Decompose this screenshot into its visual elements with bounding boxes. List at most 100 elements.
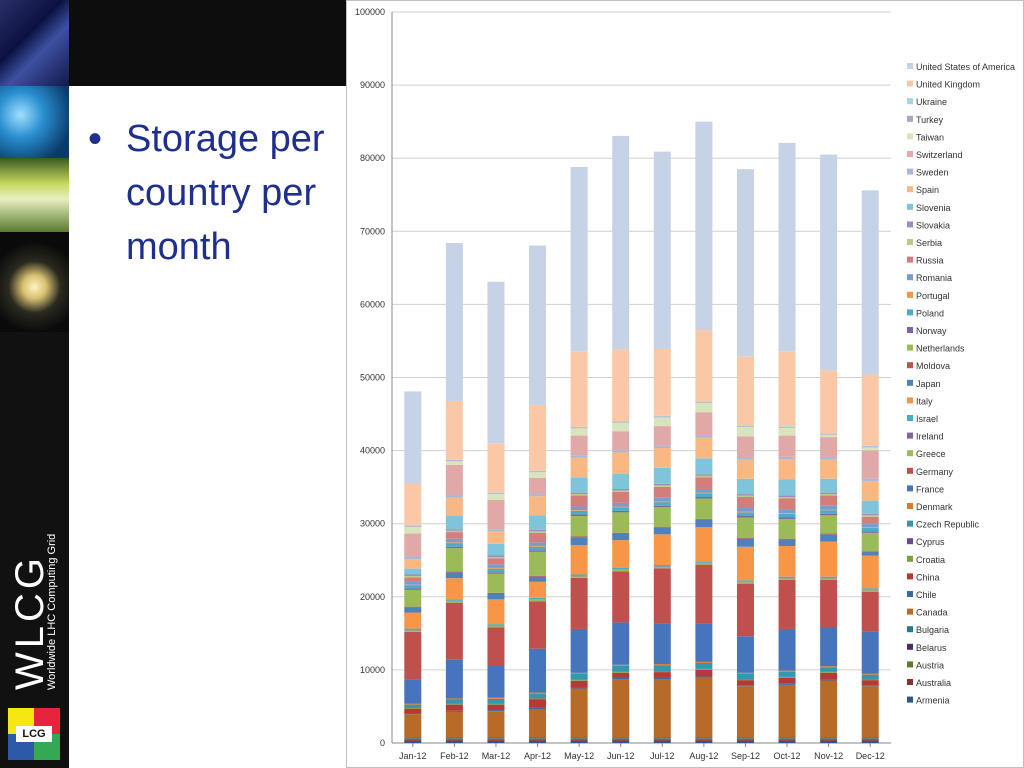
bar-segment	[612, 510, 630, 513]
bar-segment	[612, 506, 630, 508]
x-tick-label: Nov-12	[814, 751, 843, 761]
bar-segment	[487, 599, 505, 625]
bar-segment	[404, 737, 422, 739]
x-tick-label: Sep-12	[731, 751, 760, 761]
bar-segment	[861, 447, 879, 451]
bar-segment	[820, 534, 838, 542]
bar-segment	[736, 425, 754, 427]
y-tick-label: 90000	[360, 80, 385, 90]
bar-segment	[529, 515, 547, 530]
bar-segment	[820, 737, 838, 739]
bar-segment	[487, 627, 505, 666]
bar-segment	[820, 478, 838, 493]
bar-segment	[820, 541, 838, 577]
bar-segment	[695, 737, 713, 739]
bar-segment	[653, 534, 671, 565]
bar-segment	[820, 437, 838, 458]
bar-segment	[653, 501, 671, 503]
bar-segment	[570, 536, 588, 538]
wlcg-subtitle: Worldwide LHC Computing Grid	[46, 533, 58, 690]
bar-segment	[445, 461, 463, 465]
bar-segment	[612, 420, 630, 422]
bar-segment	[404, 714, 422, 738]
bar-segment	[820, 434, 838, 438]
bar-segment	[487, 739, 505, 741]
bar-segment	[861, 523, 879, 527]
bar-segment	[653, 505, 671, 508]
legend-label: Austria	[916, 660, 944, 670]
legend-label: Croatia	[916, 555, 945, 565]
bar-segment	[861, 631, 879, 674]
server-rack-photo	[0, 0, 69, 86]
bar-segment	[653, 416, 671, 418]
x-tick-label: Aug-12	[689, 751, 718, 761]
bar-segment	[445, 538, 463, 543]
y-tick-label: 10000	[360, 665, 385, 675]
bar-segment	[736, 538, 754, 547]
bar-segment	[570, 506, 588, 511]
bar-segment	[695, 623, 713, 662]
legend-swatch	[907, 63, 913, 69]
bar-segment	[736, 356, 754, 426]
bar-segment	[529, 494, 547, 497]
bar-segment	[820, 433, 838, 435]
bar-segment	[695, 412, 713, 436]
bar-segment	[529, 546, 547, 551]
bar-segment	[612, 473, 630, 489]
bar-segment	[404, 525, 422, 527]
legend-swatch	[907, 397, 913, 404]
x-tick-label: May-12	[564, 751, 594, 761]
bar-segment	[778, 142, 796, 352]
bar-segment	[404, 575, 422, 578]
bar-segment	[445, 548, 463, 572]
bar-segment	[404, 708, 422, 714]
y-tick-label: 50000	[360, 373, 385, 383]
bar-segment	[529, 738, 547, 740]
bar-segment	[487, 624, 505, 626]
bar-segment	[861, 551, 879, 552]
bar-segment	[861, 532, 879, 552]
bar-segment	[612, 569, 630, 572]
bar-segment	[861, 515, 879, 517]
x-tick-label: Mar-12	[482, 751, 511, 761]
bar-segment	[404, 526, 422, 527]
bar-segment	[404, 584, 422, 586]
legend-swatch	[907, 467, 913, 474]
legend-swatch	[907, 362, 913, 369]
bar-segment	[861, 685, 879, 687]
bar-segment	[820, 672, 838, 680]
bar-segment	[570, 166, 588, 352]
bar-segment	[612, 740, 630, 743]
bar-segment	[778, 513, 796, 514]
bar-segment	[861, 450, 879, 479]
bar-segment	[736, 582, 754, 584]
bar-segment	[653, 415, 671, 417]
bar-segment	[778, 513, 796, 518]
x-tick-label: Feb-12	[440, 751, 469, 761]
bar-segment	[445, 711, 463, 738]
legend-label: Ireland	[916, 432, 944, 442]
bar-segment	[404, 556, 422, 560]
bar-segment	[695, 121, 713, 330]
bar-segment	[695, 526, 713, 562]
bar-segment	[861, 740, 879, 743]
bar-segment	[570, 426, 588, 428]
bar-segment	[529, 532, 547, 543]
bar-segment	[653, 664, 671, 666]
x-tick-label: Apr-12	[524, 751, 551, 761]
bar-segment	[529, 472, 547, 479]
bar-segment	[487, 704, 505, 711]
bar-segment	[695, 498, 713, 519]
bar-segment	[529, 531, 547, 533]
bar-segment	[445, 459, 463, 461]
bar-segment	[736, 583, 754, 637]
bar-segment	[612, 491, 630, 503]
bar-segment	[487, 737, 505, 739]
bar-segment	[445, 578, 463, 600]
bar-segment	[695, 474, 713, 476]
bar-segment	[404, 628, 422, 631]
legend-label: Slovakia	[916, 220, 950, 230]
x-tick-label: Jun-12	[607, 751, 635, 761]
bar-segment	[404, 707, 422, 709]
legend-swatch	[907, 221, 913, 228]
